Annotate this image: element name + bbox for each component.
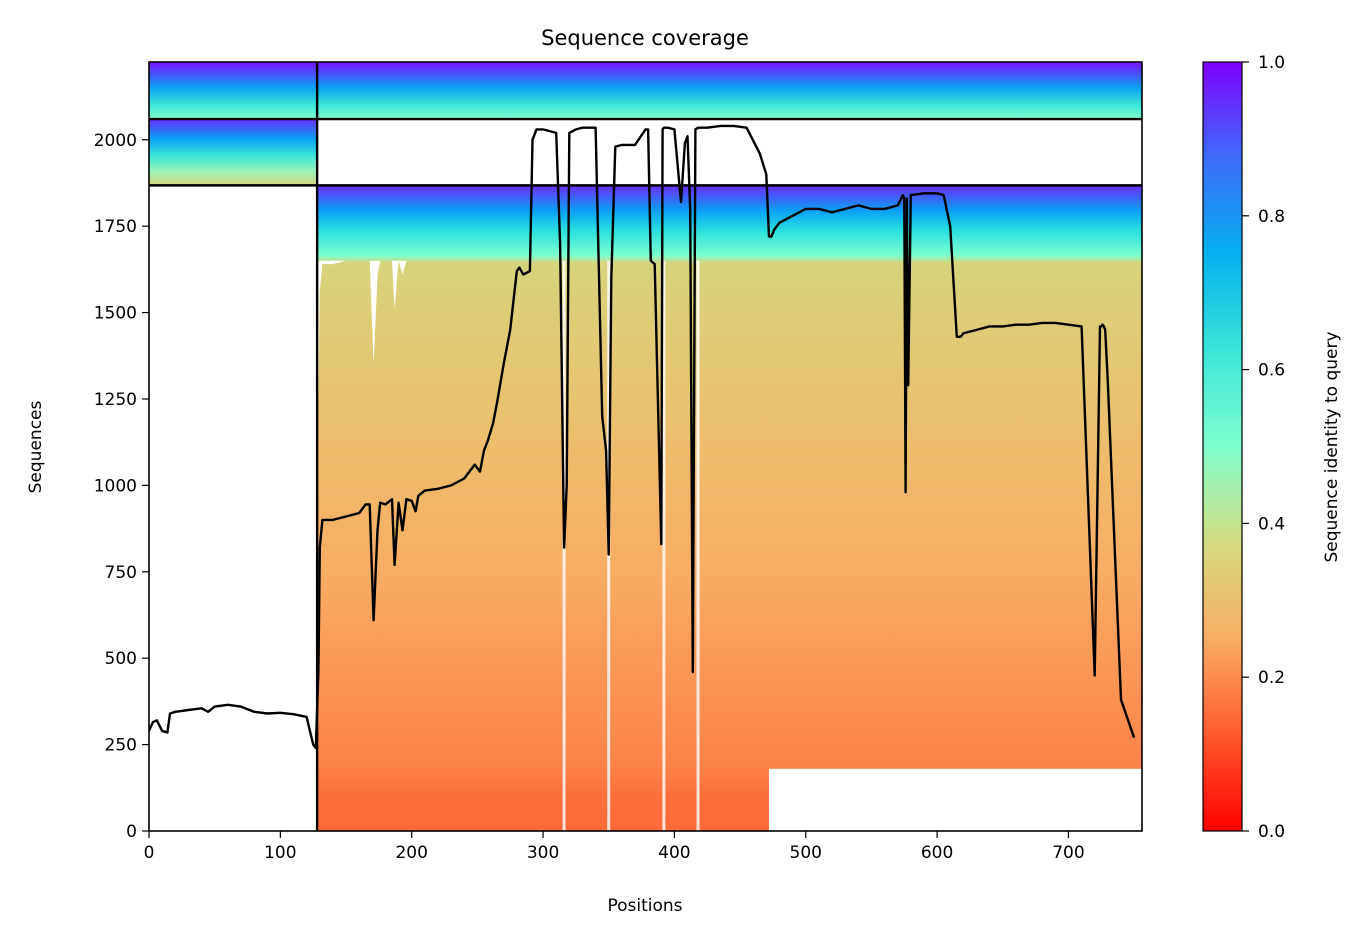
gap-column-3 [696, 260, 700, 831]
x-axis-ticks: 0 100 200 300 400 500 600 700 [144, 831, 1085, 863]
gap-column-2 [662, 260, 666, 831]
colorbar-label: Sequence identity to query [1322, 331, 1342, 562]
unaligned-region-left [318, 260, 530, 417]
x-tick-label: 700 [1052, 843, 1084, 863]
y-tick-label: 1500 [94, 304, 137, 324]
colorbar-tick-label: 0.0 [1258, 822, 1285, 842]
y-tick-label: 250 [105, 736, 137, 756]
x-tick-label: 0 [144, 843, 155, 863]
x-tick-label: 400 [658, 843, 690, 863]
colorbar-tick-label: 1.0 [1258, 53, 1285, 73]
colorbar-tick-label: 0.2 [1258, 668, 1285, 688]
y-tick-label: 1250 [94, 390, 137, 410]
x-tick-label: 500 [790, 843, 822, 863]
y-tick-label: 0 [126, 822, 137, 842]
y-tick-label: 1000 [94, 476, 137, 496]
y-tick-label: 2000 [94, 131, 137, 151]
colorbar-tick-label: 0.8 [1258, 207, 1285, 227]
msa-block-paired [149, 62, 1142, 120]
x-tick-label: 100 [264, 843, 296, 863]
y-tick-label: 1750 [94, 217, 137, 237]
coverage-line [149, 124, 1136, 750]
x-tick-label: 200 [395, 843, 427, 863]
msa-block-chain-A [149, 119, 318, 186]
msa-block-chain-B [317, 185, 1142, 831]
coverage-line-layer [149, 124, 1136, 750]
colorbar-tick-label: 0.4 [1258, 514, 1285, 534]
unaligned-region-bottom-right [768, 768, 1142, 831]
plot-frame [148, 61, 1143, 832]
colorbar-tick-label: 0.6 [1258, 361, 1285, 381]
colorbar [1202, 61, 1243, 832]
y-tick-label: 750 [105, 563, 137, 583]
x-tick-label: 300 [527, 843, 559, 863]
chart-title: Sequence coverage [541, 26, 749, 50]
x-axis-label: Positions [607, 896, 682, 916]
y-tick-label: 500 [105, 649, 137, 669]
x-tick-label: 600 [921, 843, 953, 863]
colorbar-ticks: 0.0 0.2 0.4 0.6 0.8 1.0 [1242, 53, 1285, 842]
y-axis-label: Sequences [26, 401, 46, 494]
y-axis-ticks: 0 250 500 750 1000 1250 1500 1750 2000 [94, 131, 149, 842]
